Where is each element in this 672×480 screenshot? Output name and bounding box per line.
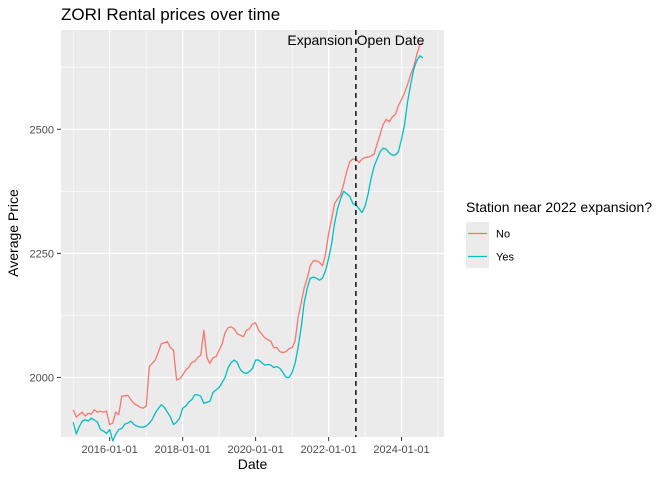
y-tick-label: 2500 <box>30 124 54 136</box>
x-tick-label: 2024-01-01 <box>373 444 429 456</box>
legend: Station near 2022 expansion? No Yes <box>466 199 652 268</box>
x-axis: 2016-01-01 2018-01-01 2020-01-01 2022-01-01… <box>82 437 430 456</box>
y-axis-title: Average Price <box>5 189 21 277</box>
legend-title: Station near 2022 expansion? <box>466 199 652 215</box>
legend-item-no: No <box>466 222 510 245</box>
legend-label: Yes <box>496 252 514 264</box>
x-tick-label: 2018-01-01 <box>155 444 211 456</box>
major-gridlines <box>61 30 444 437</box>
chart-title: ZORI Rental prices over time <box>61 5 280 24</box>
expansion-date-label: Expansion Open Date <box>287 32 424 48</box>
legend-item-yes: Yes <box>466 245 514 268</box>
x-tick-label: 2020-01-01 <box>227 444 283 456</box>
y-tick-label: 2250 <box>30 248 54 260</box>
y-axis: 2000 2250 2500 <box>30 124 61 384</box>
y-tick-label: 2000 <box>30 372 54 384</box>
series-line-no <box>72 41 424 426</box>
expansion-annotation: Expansion Open Date <box>287 30 425 437</box>
legend-label: No <box>496 229 510 241</box>
x-axis-title: Date <box>238 456 268 472</box>
series-line-yes <box>72 55 424 442</box>
plot-panel <box>61 30 444 437</box>
x-tick-label: 2016-01-01 <box>82 444 138 456</box>
minor-gridlines <box>61 30 444 437</box>
x-tick-label: 2022-01-01 <box>300 444 356 456</box>
series-lines <box>72 41 424 442</box>
